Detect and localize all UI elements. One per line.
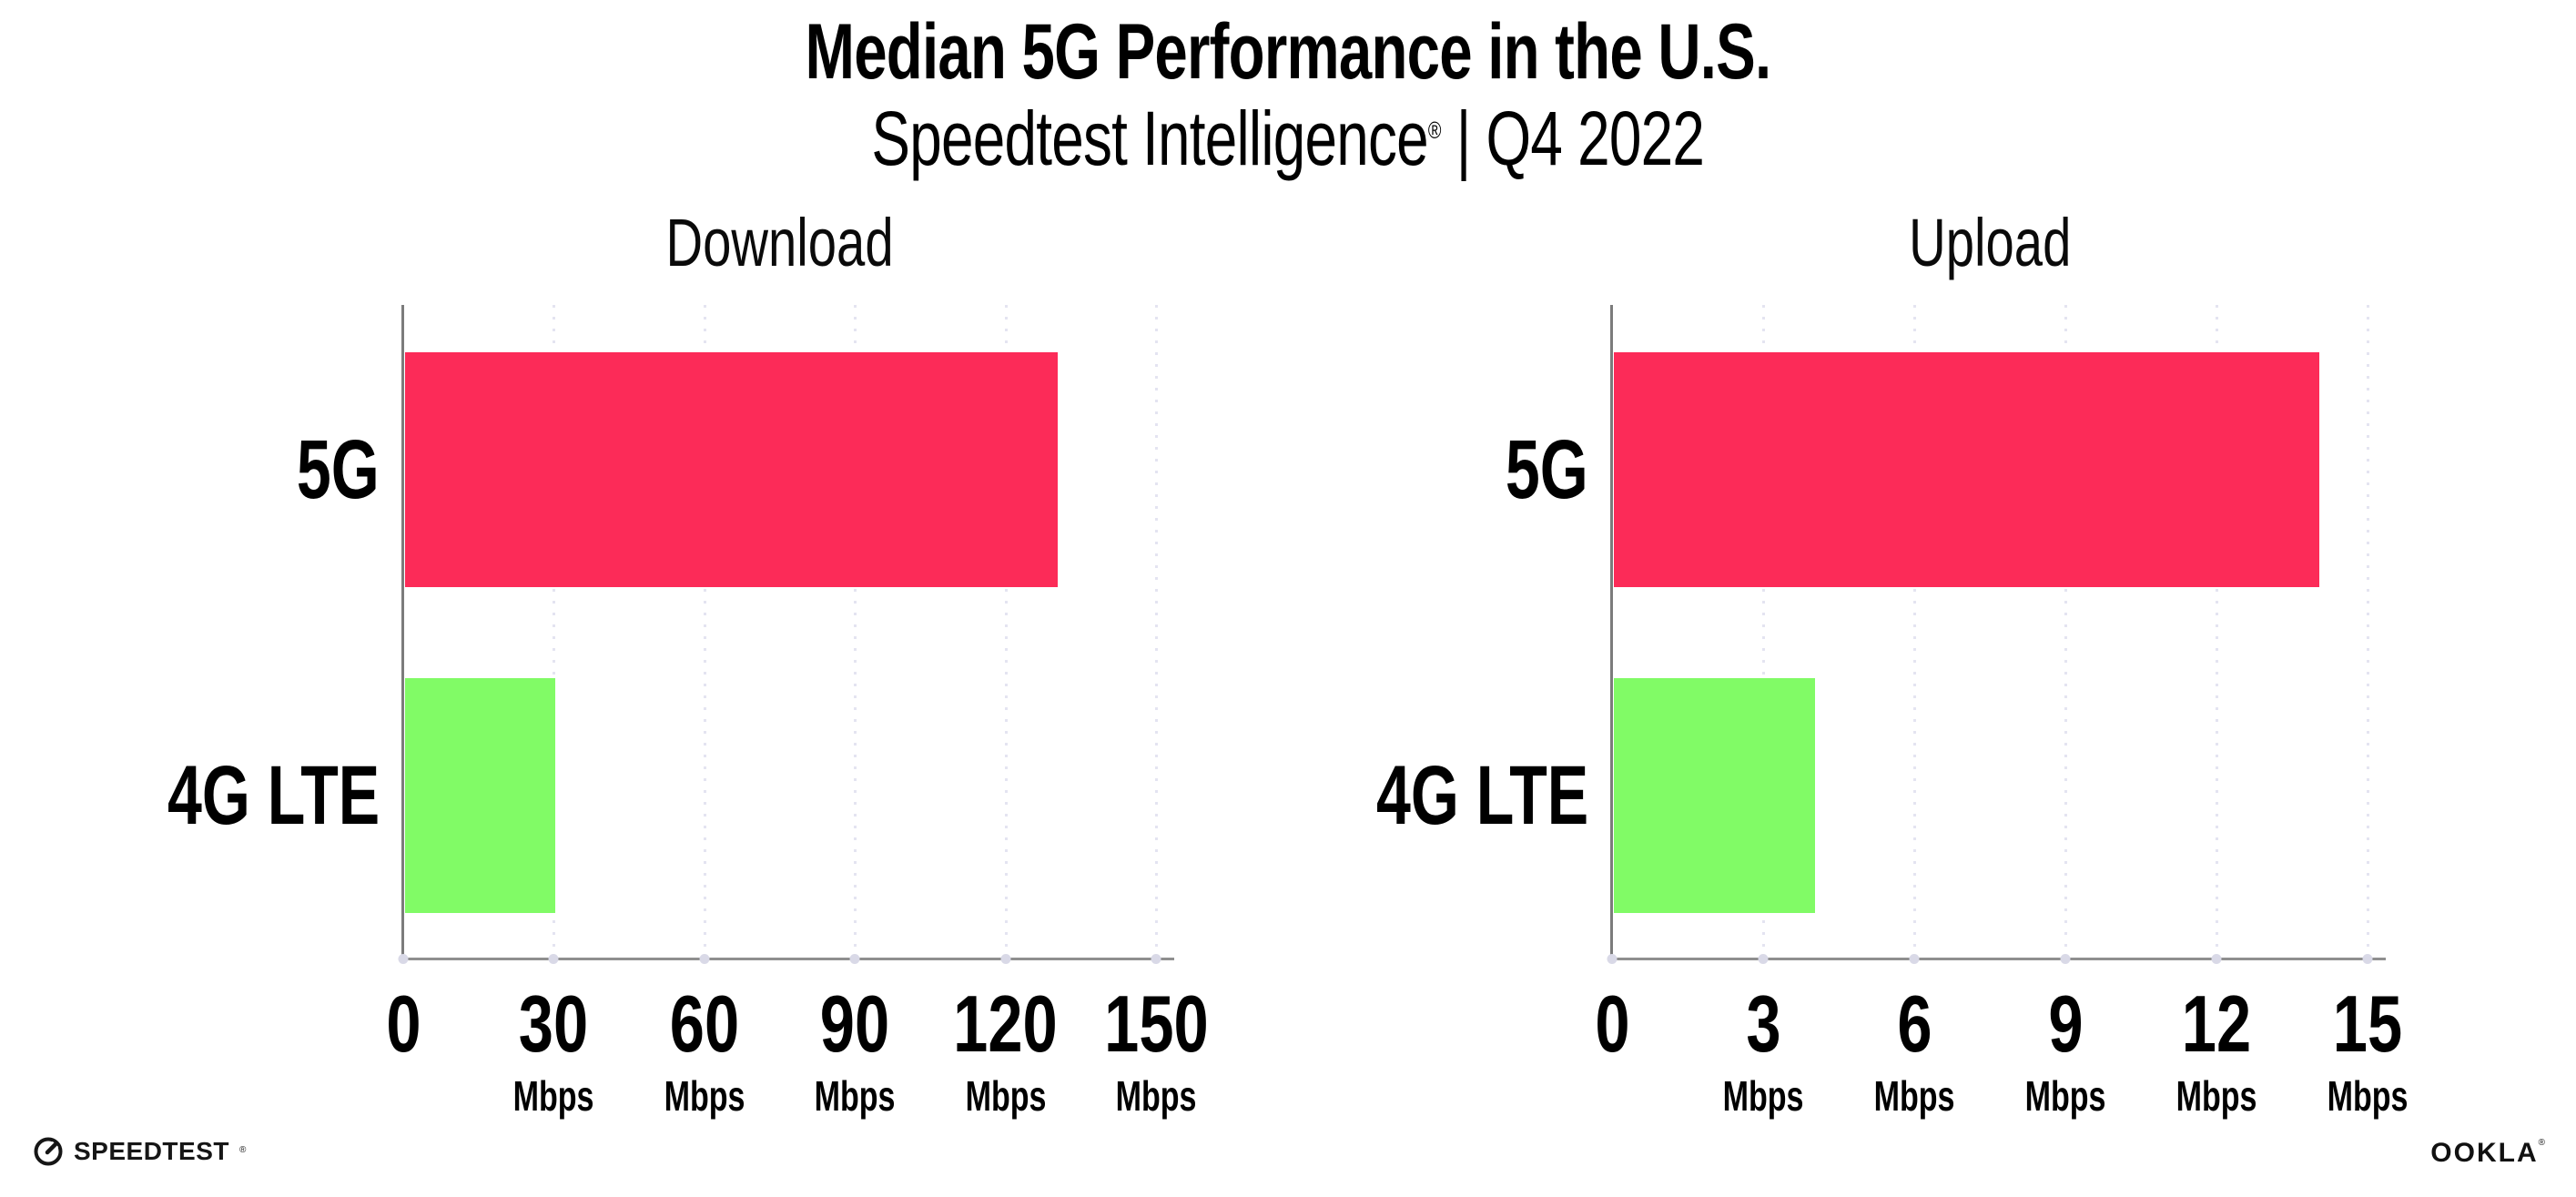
tick-value-label: 3 [1745,979,1781,1069]
x-axis-line [1610,958,2386,960]
x-tick: 30 Mbps [417,959,690,1120]
bar-5g [405,352,1058,587]
download-plot-area: 5G 4G LTE [167,305,1174,964]
tick-value-label: 90 [820,979,890,1069]
y-axis-line [401,305,404,959]
ookla-logo: OOKLA ® [2430,1138,2545,1168]
gridline-90 [854,305,857,959]
subtitle-period: | Q4 2022 [1440,96,1705,181]
tick-unit-label: Mbps [814,1072,896,1120]
tick-unit-label: Mbps [2024,1072,2106,1120]
upload-chart-title-row: Upload [1612,209,2368,277]
gridline-6 [1913,305,1916,959]
x-tick: 6 Mbps [1778,959,2051,1120]
tick-unit-label: Mbps [2175,1072,2257,1120]
subtitle-brand: Speedtest Intelligence [871,96,1429,181]
speedtest-registered-mark: ® [238,1144,247,1155]
bar-4g-lte [405,678,556,913]
bar-4g-lte [1614,678,1816,913]
axis-tick-dot [398,954,409,964]
category-label: 5G [1506,423,1588,516]
axis-tick-dot [1758,954,1769,964]
page-title: Median 5G Performance in the U.S. [805,8,1772,96]
page-title-row: Median 5G Performance in the U.S. [0,8,2576,96]
axis-tick-dot [699,954,710,964]
chart-title: Upload [1908,205,2072,280]
tick-value-label: 12 [2181,979,2252,1069]
y-axis-line [1610,305,1613,959]
speedtest-logo: SPEEDTEST ® [33,1136,246,1167]
axis-tick-dot [1000,954,1011,964]
gridline-150 [1155,305,1158,959]
axis-tick-dot [2060,954,2071,964]
x-tick: 3 Mbps [1627,959,1900,1120]
x-tick: 60 Mbps [568,959,841,1120]
x-tick: 15 Mbps [2231,959,2504,1120]
x-tick: 0 [267,959,540,1064]
gridline-120 [1004,305,1008,959]
x-tick: 12 Mbps [2080,959,2353,1120]
tick-value-label: 15 [2332,979,2403,1069]
tick-value-label: 9 [2047,979,2084,1069]
gridline-9 [2064,305,2067,959]
tick-value-label: 120 [953,979,1058,1069]
axis-tick-dot [548,954,559,964]
category-label: 4G LTE [1375,749,1588,842]
gridline-30 [553,305,556,959]
download-chart-title-row: Download [403,209,1156,277]
x-tick: 90 Mbps [718,959,991,1120]
axis-tick-dot [1151,954,1161,964]
tick-value-label: 0 [385,979,421,1069]
upload-plot-area: 5G 4G LTE [1376,305,2386,964]
tick-unit-label: Mbps [2327,1072,2409,1120]
speedtest-wordmark: SPEEDTEST [74,1137,229,1165]
ookla-wordmark: OOKLA [2430,1138,2539,1168]
tick-unit-label: Mbps [1115,1072,1197,1120]
x-tick: 120 Mbps [869,959,1142,1120]
axis-tick-dot [1607,954,1618,964]
tick-value-label: 60 [669,979,739,1069]
x-tick: 9 Mbps [1929,959,2202,1120]
tick-unit-label: Mbps [1722,1072,1804,1120]
axis-tick-dot [2362,954,2373,964]
x-tick: 0 [1476,959,1749,1064]
ookla-registered-mark: ® [2538,1138,2545,1148]
upload-x-axis-ticks: 0 3 Mbps 6 Mbps 9 Mbps 12 Mbps 15 Mbps [1595,959,2409,1120]
page-subtitle: Speedtest Intelligence® | Q4 2022 [872,98,1705,178]
tick-unit-label: Mbps [1873,1072,1955,1120]
gridline-15 [2367,305,2369,959]
x-tick: 150 Mbps [1019,959,1293,1120]
download-chart: Download 5G 4G LTE 0 30 Mbps 60 Mbps 90 Mbps 120… [167,209,1209,1118]
tick-unit-label: Mbps [965,1072,1047,1120]
page-subtitle-row: Speedtest Intelligence® | Q4 2022 [0,98,2576,178]
upload-chart: Upload 5G 4G LTE 0 3 Mbps 6 Mbps 9 Mbps 12 Mbps 15… [1376,209,2409,1118]
axis-tick-dot [849,954,860,964]
tick-value-label: 0 [1594,979,1630,1069]
tick-value-label: 30 [519,979,589,1069]
gridline-3 [1762,305,1765,959]
chart-title: Download [665,205,894,280]
download-x-axis-ticks: 0 30 Mbps 60 Mbps 90 Mbps 120 Mbps 150 Mbps [386,959,1208,1120]
category-label: 5G [297,423,380,516]
registered-mark: ® [1428,117,1442,144]
axis-tick-dot [1909,954,1920,964]
x-axis-line [401,958,1174,960]
gridline-60 [703,305,706,959]
tick-value-label: 150 [1103,979,1209,1069]
tick-value-label: 6 [1896,979,1932,1069]
gauge-icon [34,1137,63,1166]
axis-tick-dot [2211,954,2222,964]
category-label: 4G LTE [167,749,380,842]
tick-unit-label: Mbps [664,1072,745,1120]
tick-unit-label: Mbps [512,1072,594,1120]
bar-5g [1614,352,2319,587]
gridline-12 [2216,305,2218,959]
